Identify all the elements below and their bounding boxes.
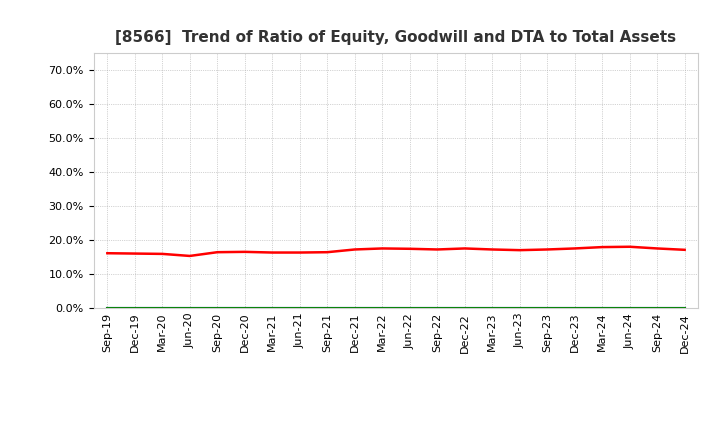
Goodwill xyxy=(130,305,139,311)
Deferred Tax Assets xyxy=(433,305,441,311)
Goodwill xyxy=(488,305,497,311)
Deferred Tax Assets xyxy=(488,305,497,311)
Equity xyxy=(158,251,166,257)
Goodwill xyxy=(240,305,249,311)
Equity xyxy=(378,246,387,251)
Goodwill xyxy=(598,305,606,311)
Goodwill xyxy=(626,305,634,311)
Deferred Tax Assets xyxy=(460,305,469,311)
Deferred Tax Assets xyxy=(570,305,579,311)
Deferred Tax Assets xyxy=(516,305,524,311)
Equity xyxy=(268,250,276,255)
Deferred Tax Assets xyxy=(130,305,139,311)
Equity xyxy=(516,248,524,253)
Goodwill xyxy=(351,305,359,311)
Line: Equity: Equity xyxy=(107,247,685,256)
Goodwill xyxy=(680,305,689,311)
Equity xyxy=(433,247,441,252)
Goodwill xyxy=(323,305,332,311)
Equity xyxy=(460,246,469,251)
Goodwill xyxy=(268,305,276,311)
Goodwill xyxy=(186,305,194,311)
Deferred Tax Assets xyxy=(680,305,689,311)
Deferred Tax Assets xyxy=(378,305,387,311)
Goodwill xyxy=(378,305,387,311)
Deferred Tax Assets xyxy=(653,305,662,311)
Deferred Tax Assets xyxy=(598,305,606,311)
Goodwill xyxy=(103,305,112,311)
Deferred Tax Assets xyxy=(405,305,414,311)
Equity xyxy=(653,246,662,251)
Equity xyxy=(680,247,689,253)
Goodwill xyxy=(405,305,414,311)
Goodwill xyxy=(295,305,304,311)
Goodwill xyxy=(543,305,552,311)
Deferred Tax Assets xyxy=(213,305,222,311)
Equity xyxy=(240,249,249,254)
Equity xyxy=(186,253,194,259)
Equity xyxy=(405,246,414,251)
Goodwill xyxy=(516,305,524,311)
Title: [8566]  Trend of Ratio of Equity, Goodwill and DTA to Total Assets: [8566] Trend of Ratio of Equity, Goodwil… xyxy=(115,29,677,45)
Equity xyxy=(488,247,497,252)
Deferred Tax Assets xyxy=(158,305,166,311)
Equity xyxy=(598,245,606,250)
Deferred Tax Assets xyxy=(240,305,249,311)
Goodwill xyxy=(158,305,166,311)
Goodwill xyxy=(213,305,222,311)
Equity xyxy=(323,249,332,255)
Deferred Tax Assets xyxy=(186,305,194,311)
Deferred Tax Assets xyxy=(268,305,276,311)
Deferred Tax Assets xyxy=(323,305,332,311)
Deferred Tax Assets xyxy=(543,305,552,311)
Equity xyxy=(626,244,634,249)
Goodwill xyxy=(653,305,662,311)
Deferred Tax Assets xyxy=(103,305,112,311)
Goodwill xyxy=(460,305,469,311)
Equity xyxy=(103,250,112,256)
Deferred Tax Assets xyxy=(295,305,304,311)
Equity xyxy=(570,246,579,251)
Goodwill xyxy=(570,305,579,311)
Goodwill xyxy=(433,305,441,311)
Equity xyxy=(295,250,304,255)
Equity xyxy=(543,247,552,252)
Equity xyxy=(213,249,222,255)
Deferred Tax Assets xyxy=(351,305,359,311)
Deferred Tax Assets xyxy=(626,305,634,311)
Equity xyxy=(351,247,359,252)
Equity xyxy=(130,251,139,256)
